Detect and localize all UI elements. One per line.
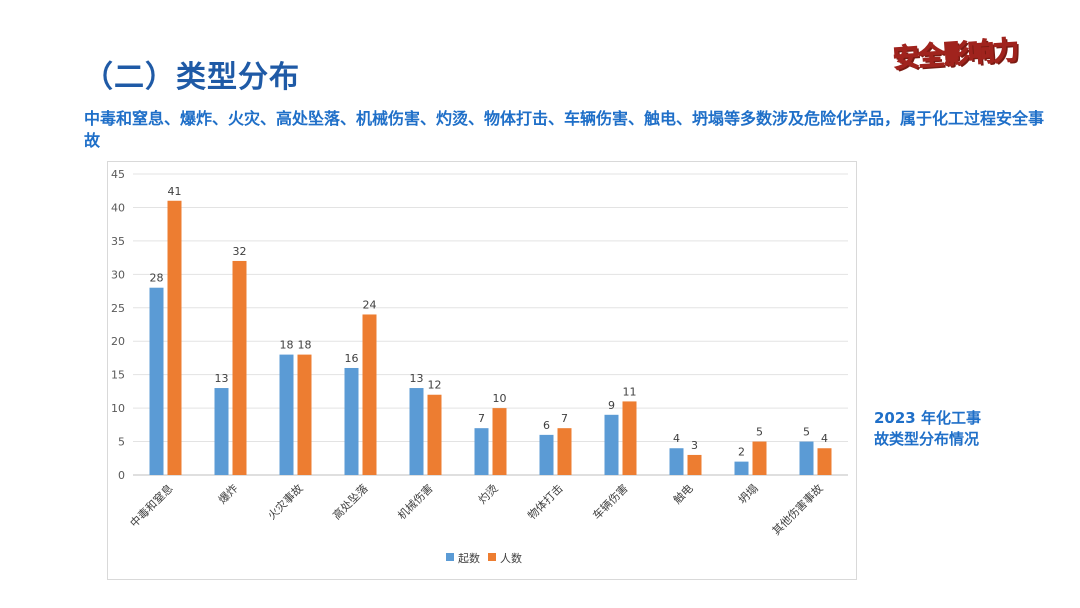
data-label: 6 — [543, 419, 550, 432]
data-label: 4 — [821, 432, 828, 445]
bar — [557, 428, 572, 475]
data-label: 7 — [478, 412, 485, 425]
legend-label: 人数 — [500, 552, 522, 565]
data-label: 12 — [428, 379, 442, 392]
data-label: 10 — [493, 392, 507, 405]
page-description: 中毒和窒息、爆炸、火灾、高处坠落、机械伤害、灼烫、物体打击、车辆伤害、触电、坍塌… — [84, 109, 1045, 150]
y-tick-label: 15 — [111, 369, 125, 382]
y-tick-label: 10 — [111, 402, 125, 415]
data-label: 41 — [168, 185, 182, 198]
bar — [279, 354, 294, 475]
bar — [622, 401, 637, 475]
y-tick-label: 40 — [111, 201, 125, 214]
data-label: 5 — [803, 426, 810, 439]
data-label: 18 — [280, 339, 294, 352]
data-label: 13 — [215, 372, 229, 385]
bar — [604, 414, 619, 475]
bar — [492, 408, 507, 475]
data-label: 9 — [608, 399, 615, 412]
data-label: 2 — [738, 446, 745, 459]
data-label: 28 — [150, 272, 164, 285]
y-tick-label: 0 — [118, 469, 125, 482]
bar — [752, 441, 767, 475]
bar — [799, 441, 814, 475]
bar — [214, 388, 229, 475]
legend-swatch — [446, 553, 454, 561]
x-tick-label: 触电 — [670, 481, 695, 506]
bar — [427, 394, 442, 475]
data-label: 3 — [691, 439, 698, 452]
brand-logo: 安全影响力 — [892, 35, 1020, 75]
x-tick-label: 其他伤害事故 — [769, 481, 826, 538]
bar — [817, 448, 832, 475]
y-tick-label: 5 — [118, 436, 125, 449]
data-label: 11 — [623, 385, 637, 398]
y-tick-label: 25 — [111, 302, 125, 315]
page-title: （二）类型分布 — [83, 60, 300, 95]
bar — [409, 388, 424, 475]
data-label: 7 — [561, 412, 568, 425]
bar — [669, 448, 684, 475]
bar — [474, 428, 489, 475]
bar — [687, 454, 702, 475]
bar-chart-container: 0 5 10 15 20 25 30 35 40 45 28 41 中毒和窒息 13 32 爆炸 18 18 火灾事… — [107, 161, 857, 580]
x-tick-label: 中毒和窒息 — [127, 481, 176, 530]
y-tick-label: 45 — [111, 168, 125, 181]
x-tick-label: 灼烫 — [475, 481, 500, 506]
bar — [297, 354, 312, 475]
x-tick-label: 火灾事故 — [265, 481, 306, 522]
y-tick-label: 35 — [111, 235, 125, 248]
bar — [539, 434, 554, 475]
x-tick-label: 坍塌 — [735, 481, 760, 506]
x-tick-label: 高处坠落 — [330, 481, 371, 522]
data-label: 5 — [756, 426, 763, 439]
y-tick-label: 30 — [111, 268, 125, 281]
data-label: 16 — [345, 352, 359, 365]
data-label: 18 — [298, 339, 312, 352]
bar — [362, 314, 377, 475]
data-label: 32 — [233, 245, 247, 258]
bar — [232, 260, 247, 475]
x-tick-label: 机械伤害 — [395, 481, 436, 522]
bar — [734, 461, 749, 475]
bar — [149, 287, 164, 475]
chart-caption: 2023 年化工事 故类型分布情况 — [874, 409, 981, 448]
data-label: 24 — [363, 298, 377, 311]
legend-label: 起数 — [458, 552, 480, 565]
x-tick-label: 物体打击 — [525, 481, 566, 522]
data-label: 13 — [410, 372, 424, 385]
x-tick-label: 爆炸 — [215, 481, 240, 506]
bar — [344, 367, 359, 475]
y-tick-label: 20 — [111, 335, 125, 348]
data-label: 4 — [673, 432, 680, 445]
legend-swatch — [488, 553, 496, 561]
x-tick-label: 车辆伤害 — [590, 481, 631, 522]
bar — [167, 200, 182, 475]
